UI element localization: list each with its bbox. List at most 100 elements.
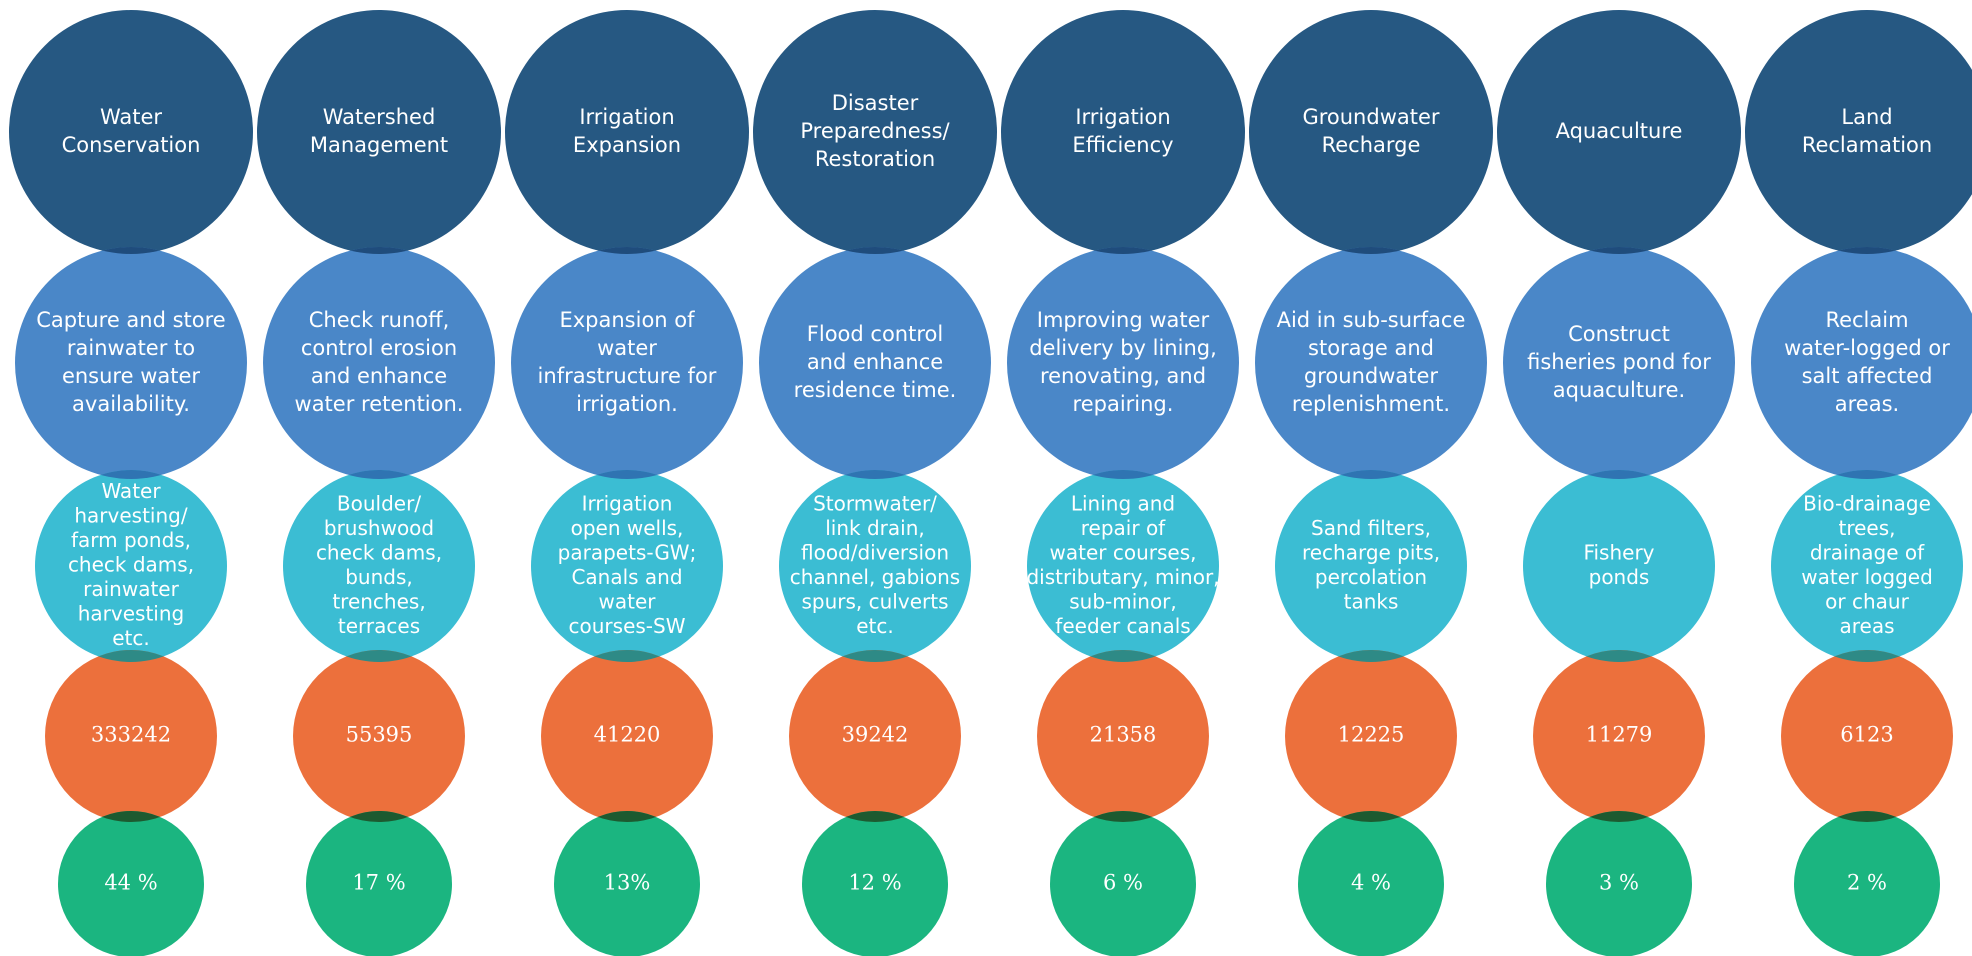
- category-circle: [753, 10, 997, 254]
- examples-line: etc.: [112, 626, 150, 650]
- title-line: Aquaculture: [1556, 119, 1683, 143]
- count-label: 41220: [594, 723, 661, 747]
- examples-line: recharge pits,: [1302, 540, 1440, 564]
- title-line: Irrigation: [579, 105, 674, 129]
- examples-line: Canals and: [571, 565, 682, 589]
- column: Irrigation Efficiency Improving water deliv…: [1001, 10, 1245, 956]
- description-line: Capture and store: [36, 308, 225, 332]
- share-label: 4 %: [1351, 871, 1391, 895]
- description-circle: [15, 247, 247, 479]
- share-circle: [554, 811, 700, 956]
- title-line: Watershed: [323, 105, 436, 129]
- examples-line: parapets-GW;: [558, 540, 697, 564]
- column: Watershed Management Check runoff, control …: [257, 10, 501, 956]
- title-line: Groundwater: [1302, 105, 1439, 129]
- description-line: water: [597, 336, 657, 360]
- share-circle: [306, 811, 452, 956]
- examples-line: courses-SW: [569, 614, 686, 638]
- share-label: 2 %: [1847, 871, 1887, 895]
- share-circle: [58, 811, 204, 956]
- description-line: salt affected: [1802, 364, 1933, 388]
- count-label: 333242: [91, 723, 171, 747]
- description-circle: [1255, 247, 1487, 479]
- title-line: Efficiency: [1072, 133, 1173, 157]
- title-line: Disaster: [832, 91, 919, 115]
- column: Groundwater Recharge Aid in sub-surface sto…: [1249, 10, 1493, 956]
- share-circle: [1794, 811, 1940, 956]
- examples-circle: [531, 470, 723, 662]
- count-label: 11279: [1586, 723, 1653, 747]
- title-line: Reclamation: [1802, 133, 1932, 157]
- examples-circle: [1523, 470, 1715, 662]
- share-circle: [1050, 811, 1196, 956]
- description-line: renovating, and: [1040, 364, 1206, 388]
- examples-circle: [1771, 470, 1963, 662]
- description-line: Check runoff,: [309, 308, 450, 332]
- category-circle: [9, 10, 253, 254]
- examples-line: Water: [101, 479, 161, 503]
- examples-line: harvesting: [78, 602, 184, 626]
- examples-line: Lining and: [1071, 491, 1175, 515]
- count-circle: [1533, 650, 1705, 822]
- examples-line: or chaur: [1825, 589, 1909, 613]
- description-line: Reclaim: [1825, 308, 1908, 332]
- category-circle: [1001, 10, 1245, 254]
- examples-line: drainage of: [1810, 540, 1925, 564]
- title-line: Management: [310, 133, 448, 157]
- column: Land Reclamation Reclaim water-logged or sal…: [1745, 10, 1972, 956]
- description-line: areas.: [1835, 392, 1899, 416]
- description-circle: [263, 247, 495, 479]
- examples-line: etc.: [856, 614, 894, 638]
- examples-line: terraces: [338, 614, 420, 638]
- examples-line: open wells,: [571, 516, 684, 540]
- examples-line: Sand filters,: [1311, 516, 1431, 540]
- examples-line: brushwood: [324, 516, 434, 540]
- examples-line: sub-minor,: [1069, 589, 1177, 613]
- count-circle: [541, 650, 713, 822]
- examples-circle: [779, 470, 971, 662]
- count-label: 39242: [842, 723, 909, 747]
- count-circle: [1285, 650, 1457, 822]
- title-line: Water: [100, 105, 162, 129]
- examples-line: ponds: [1589, 565, 1650, 589]
- count-label: 21358: [1090, 723, 1157, 747]
- description-line: and enhance: [807, 350, 943, 374]
- examples-line: water courses,: [1050, 540, 1197, 564]
- description-line: infrastructure for: [538, 364, 717, 388]
- count-label: 6123: [1840, 723, 1893, 747]
- examples-line: bunds,: [345, 565, 413, 589]
- count-circle: [1781, 650, 1953, 822]
- share-circle: [802, 811, 948, 956]
- count-circle: [789, 650, 961, 822]
- description-line: storage and: [1308, 336, 1434, 360]
- title-line: Irrigation: [1075, 105, 1170, 129]
- examples-line: percolation: [1315, 565, 1427, 589]
- examples-line: Bio-drainage: [1803, 491, 1931, 515]
- description-line: residence time.: [794, 378, 957, 402]
- title-line: Conservation: [62, 133, 201, 157]
- title-line: Recharge: [1322, 133, 1421, 157]
- share-label: 3 %: [1599, 871, 1639, 895]
- examples-line: Boulder/: [337, 491, 421, 515]
- description-line: Expansion of: [559, 308, 695, 332]
- count-circle: [45, 650, 217, 822]
- examples-line: areas: [1839, 614, 1894, 638]
- description-line: irrigation.: [576, 392, 678, 416]
- description-line: Flood control: [807, 322, 943, 346]
- share-label: 13%: [604, 871, 651, 895]
- share-circle: [1546, 811, 1692, 956]
- description-line: water retention.: [295, 392, 464, 416]
- title-line: Restoration: [815, 147, 935, 171]
- examples-line: harvesting/: [74, 504, 187, 528]
- description-circle: [759, 247, 991, 479]
- description-line: replenishment.: [1292, 392, 1450, 416]
- examples-line: check dams,: [316, 540, 442, 564]
- examples-line: link drain,: [825, 516, 925, 540]
- examples-line: tanks: [1344, 589, 1399, 613]
- category-circle: [1497, 10, 1741, 254]
- examples-line: Stormwater/: [813, 491, 937, 515]
- category-circle: [505, 10, 749, 254]
- examples-line: distributary, minor,: [1026, 565, 1219, 589]
